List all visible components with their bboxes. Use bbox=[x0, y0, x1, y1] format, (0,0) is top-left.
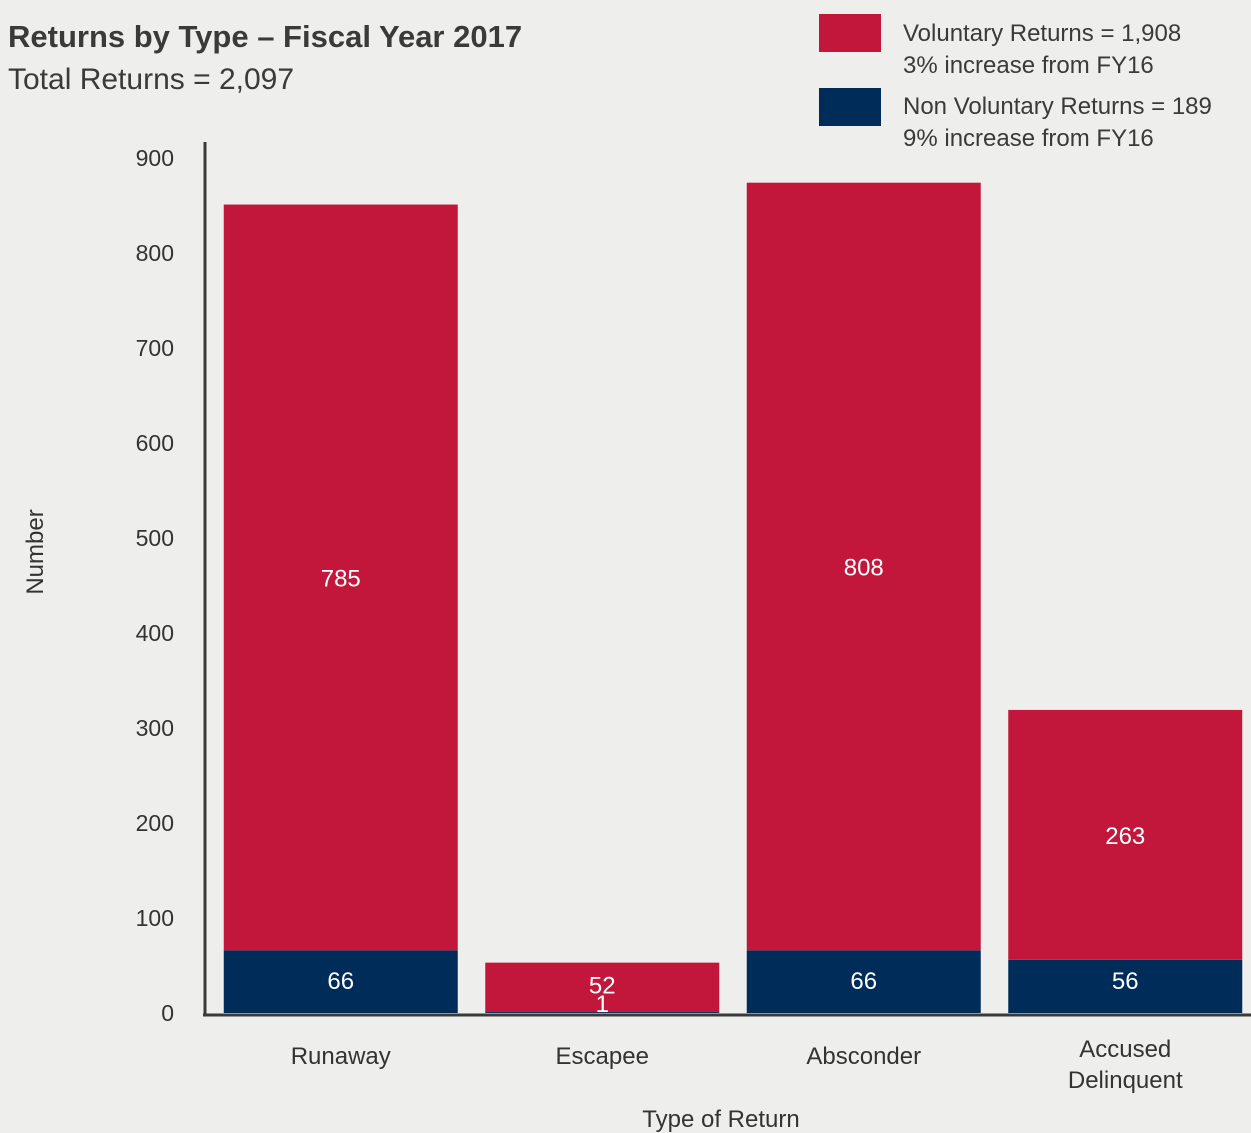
y-tick-label: 900 bbox=[136, 145, 174, 171]
y-tick-label: 300 bbox=[136, 715, 174, 741]
y-tick-label: 400 bbox=[136, 620, 174, 646]
bar-labels: 66 785 152 66 808 56 263 bbox=[321, 555, 1146, 1019]
y-axis-title: Number bbox=[22, 509, 49, 594]
x-tick-label: Accused bbox=[1079, 1036, 1171, 1063]
bar-data-label: 56 bbox=[1112, 968, 1139, 995]
bar-segment bbox=[746, 950, 981, 1013]
x-tick-label: Escapee bbox=[556, 1043, 649, 1070]
bar-segment bbox=[746, 182, 981, 951]
bar-segment bbox=[223, 204, 458, 951]
x-tick-label: Absconder bbox=[806, 1043, 921, 1070]
y-axis-ticks: 0 100 200 300 400 500 600 700 800 900 bbox=[136, 145, 174, 1026]
bar-data-label: 1 bbox=[596, 991, 609, 1018]
chart-title: Returns by Type – Fiscal Year 2017 bbox=[8, 19, 522, 54]
bar-segment bbox=[485, 1012, 720, 1013]
bar-segment bbox=[1008, 709, 1243, 960]
legend: Voluntary Returns = 1,908 3% increase fr… bbox=[819, 14, 1212, 152]
x-tick-label: Delinquent bbox=[1068, 1067, 1183, 1094]
bar-data-label: 52 bbox=[589, 972, 616, 999]
x-tick-label: Runaway bbox=[291, 1043, 391, 1070]
bar-data-label: 785 bbox=[321, 565, 361, 592]
y-tick-label: 700 bbox=[136, 335, 174, 361]
y-tick-label: 500 bbox=[136, 525, 174, 551]
bar-data-label: 808 bbox=[844, 555, 884, 582]
bar-data-label: 263 bbox=[1105, 823, 1145, 850]
x-axis-ticks: Runaway Escapee Absconder Accused Delinquent bbox=[291, 1036, 1183, 1094]
legend-swatch-voluntary bbox=[819, 14, 881, 52]
bar-segment bbox=[223, 950, 458, 1013]
legend-voluntary-line-2: 3% increase from FY16 bbox=[903, 52, 1154, 79]
bar-segment bbox=[1008, 959, 1243, 1013]
bar-data-label: 66 bbox=[850, 968, 877, 995]
y-tick-label: 600 bbox=[136, 430, 174, 456]
legend-non-voluntary-line-2: 9% increase from FY16 bbox=[903, 125, 1154, 152]
y-tick-label: 200 bbox=[136, 810, 174, 836]
y-tick-label: 800 bbox=[136, 240, 174, 266]
bar-segment bbox=[485, 962, 720, 1013]
legend-voluntary-line-1: Voluntary Returns = 1,908 bbox=[903, 20, 1181, 47]
legend-non-voluntary-line-1: Non Voluntary Returns = 189 bbox=[903, 93, 1212, 120]
chart-subtitle: Total Returns = 2,097 bbox=[8, 63, 294, 96]
y-tick-label: 100 bbox=[136, 905, 174, 931]
y-tick-label: 0 bbox=[161, 1000, 174, 1026]
legend-swatch-non-voluntary bbox=[819, 88, 881, 126]
bar-data-label: 66 bbox=[327, 968, 354, 995]
x-axis-title: Type of Return bbox=[642, 1106, 799, 1133]
bars bbox=[223, 182, 1243, 1013]
